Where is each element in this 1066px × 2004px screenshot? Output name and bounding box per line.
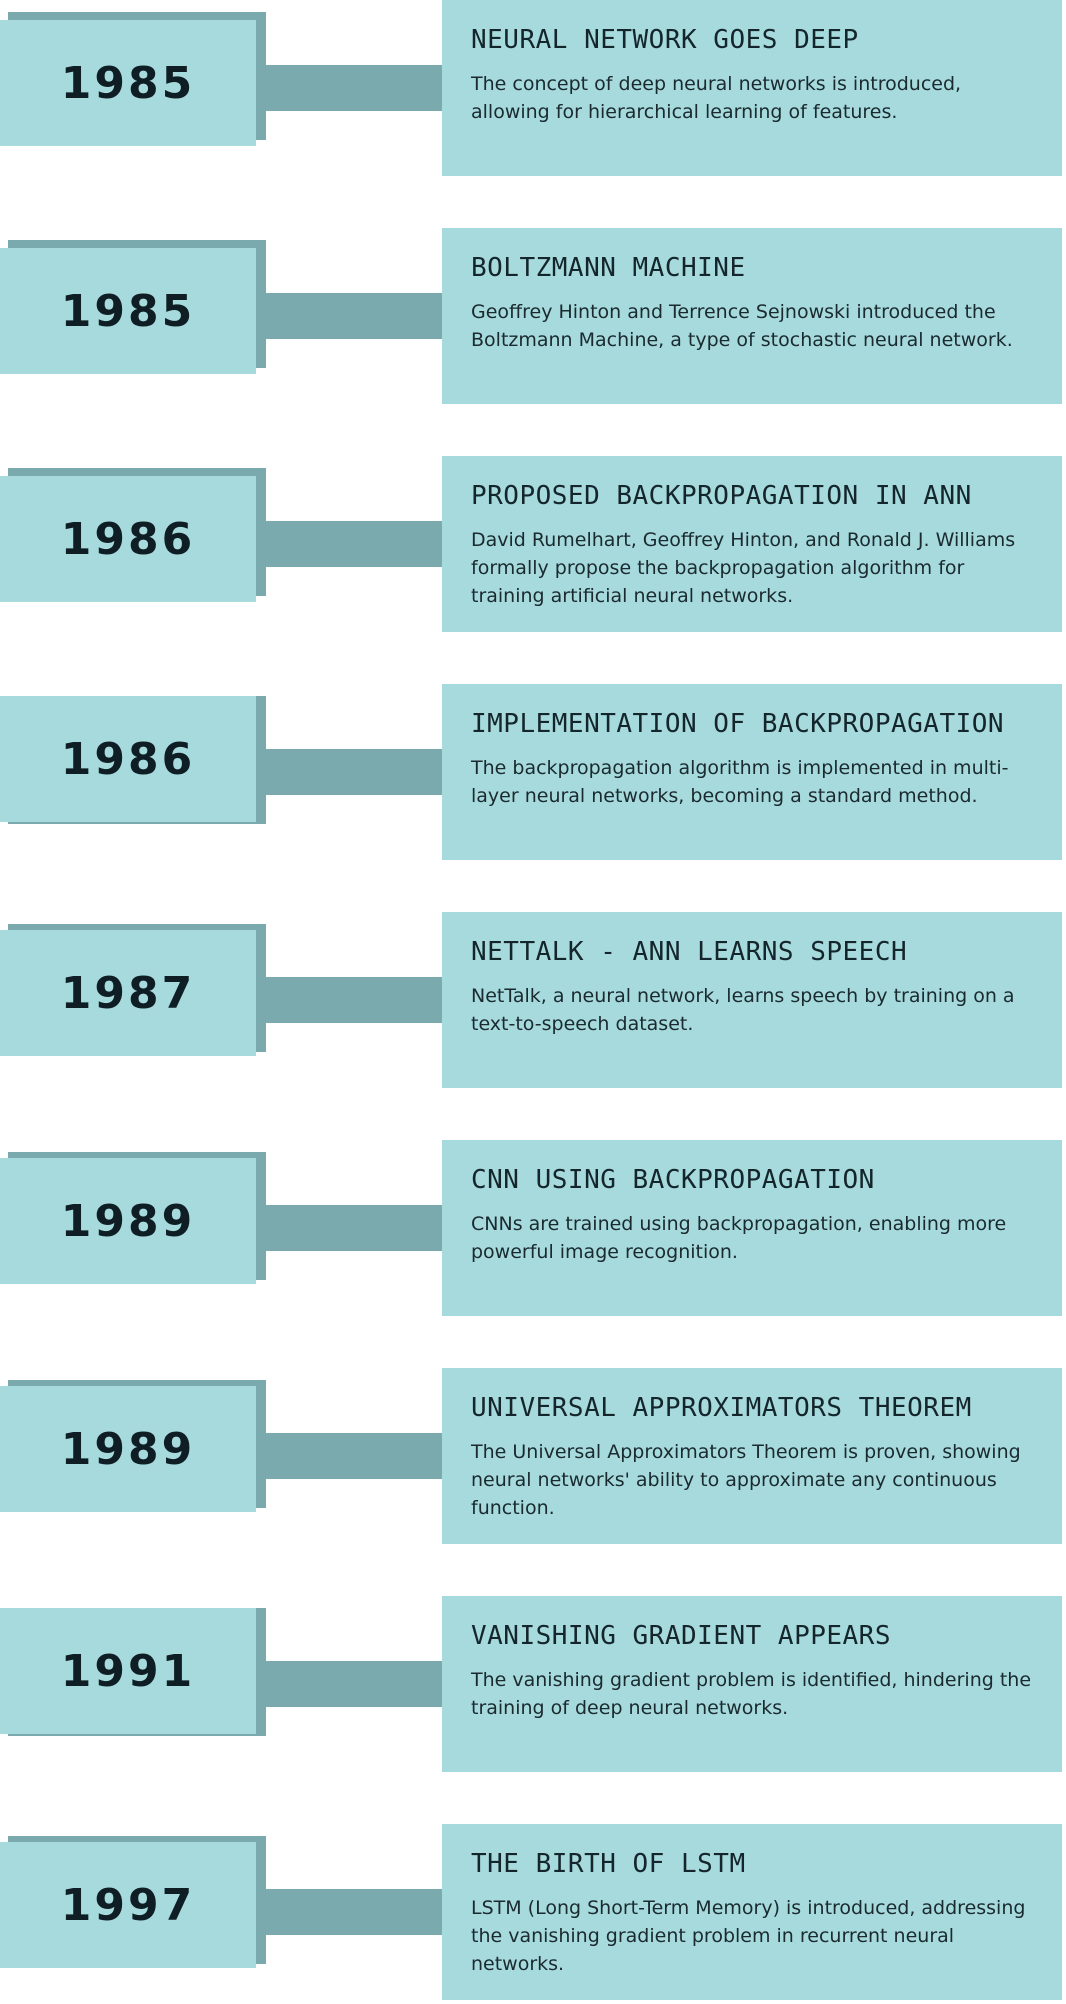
event-title: UNIVERSAL APPROXIMATORS THEOREM: [471, 1393, 972, 1423]
connector-bar: [262, 1889, 444, 1935]
event-description: The vanishing gradient problem is identi…: [471, 1669, 1032, 1719]
year-label: 1985: [60, 285, 196, 337]
event-title: IMPLEMENTATION OF BACKPROPAGATION: [471, 709, 1005, 739]
event-card: NEURAL NETWORK GOES DEEP The concept of …: [442, 0, 1062, 176]
year-label: 1989: [60, 1195, 196, 1247]
connector-bar: [262, 65, 444, 111]
event-title: NETTALK - ANN LEARNS SPEECH: [471, 937, 908, 967]
event-description: Geoffrey Hinton and Terrence Sejnowski i…: [471, 301, 1013, 351]
timeline-entry-1997-lstm: 1997 THE BIRTH OF LSTM LSTM (Long Short-…: [0, 1824, 1066, 2004]
connector-bar: [262, 749, 444, 795]
event-description: CNNs are trained using backpropagation, …: [471, 1213, 1007, 1263]
timeline-entry-1986-proposed: 1986 PROPOSED BACKPROPAGATION IN ANN Dav…: [0, 456, 1066, 636]
year-box: 1989: [0, 1158, 256, 1284]
year-box: 1986: [0, 696, 256, 822]
event-title: BOLTZMANN MACHINE: [471, 253, 746, 283]
timeline-entry-1985-boltzmann: 1985 BOLTZMANN MACHINE Geoffrey Hinton a…: [0, 228, 1066, 408]
timeline-entry-1985-deep: 1985 NEURAL NETWORK GOES DEEP The concep…: [0, 0, 1066, 180]
year-box: 1987: [0, 930, 256, 1056]
event-description: The Universal Approximators Theorem is p…: [471, 1441, 1021, 1519]
year-label: 1997: [60, 1879, 196, 1931]
event-description: The concept of deep neural networks is i…: [471, 73, 962, 123]
year-label: 1991: [60, 1645, 196, 1697]
year-label: 1987: [60, 967, 196, 1019]
event-description: NetTalk, a neural network, learns speech…: [471, 985, 1015, 1035]
year-box: 1989: [0, 1386, 256, 1512]
event-card: THE BIRTH OF LSTM LSTM (Long Short-Term …: [442, 1824, 1062, 2000]
timeline-entry-1986-implementation: 1986 IMPLEMENTATION OF BACKPROPAGATION T…: [0, 684, 1066, 864]
year-label: 1989: [60, 1423, 196, 1475]
event-card: NETTALK - ANN LEARNS SPEECH NetTalk, a n…: [442, 912, 1062, 1088]
timeline-entry-1989-cnn: 1989 CNN USING BACKPROPAGATION CNNs are …: [0, 1140, 1066, 1320]
event-card: CNN USING BACKPROPAGATION CNNs are train…: [442, 1140, 1062, 1316]
connector-bar: [262, 521, 444, 567]
timeline-entry-1991-vanishing: 1991 VANISHING GRADIENT APPEARS The vani…: [0, 1596, 1066, 1776]
event-title: PROPOSED BACKPROPAGATION IN ANN: [471, 481, 972, 511]
year-box: 1985: [0, 248, 256, 374]
event-card: IMPLEMENTATION OF BACKPROPAGATION The ba…: [442, 684, 1062, 860]
year-box: 1986: [0, 476, 256, 602]
connector-bar: [262, 1205, 444, 1251]
timeline-entry-1987-nettalk: 1987 NETTALK - ANN LEARNS SPEECH NetTalk…: [0, 912, 1066, 1092]
event-title: THE BIRTH OF LSTM: [471, 1849, 746, 1879]
connector-bar: [262, 293, 444, 339]
event-card: UNIVERSAL APPROXIMATORS THEOREM The Univ…: [442, 1368, 1062, 1544]
year-label: 1985: [60, 57, 196, 109]
event-card: VANISHING GRADIENT APPEARS The vanishing…: [442, 1596, 1062, 1772]
connector-bar: [262, 977, 444, 1023]
event-description: LSTM (Long Short-Term Memory) is introdu…: [471, 1897, 1026, 1975]
timeline-entry-1989-universal: 1989 UNIVERSAL APPROXIMATORS THEOREM The…: [0, 1368, 1066, 1548]
event-title: VANISHING GRADIENT APPEARS: [471, 1621, 891, 1651]
year-box: 1985: [0, 20, 256, 146]
event-card: BOLTZMANN MACHINE Geoffrey Hinton and Te…: [442, 228, 1062, 404]
event-description: David Rumelhart, Geoffrey Hinton, and Ro…: [471, 529, 1016, 607]
year-box: 1997: [0, 1842, 256, 1968]
connector-bar: [262, 1661, 444, 1707]
year-label: 1986: [60, 513, 196, 565]
year-box: 1991: [0, 1608, 256, 1734]
year-label: 1986: [60, 733, 196, 785]
event-title: CNN USING BACKPROPAGATION: [471, 1165, 875, 1195]
connector-bar: [262, 1433, 444, 1479]
event-title: NEURAL NETWORK GOES DEEP: [471, 25, 859, 55]
event-description: The backpropagation algorithm is impleme…: [471, 757, 1009, 807]
event-card: PROPOSED BACKPROPAGATION IN ANN David Ru…: [442, 456, 1062, 632]
